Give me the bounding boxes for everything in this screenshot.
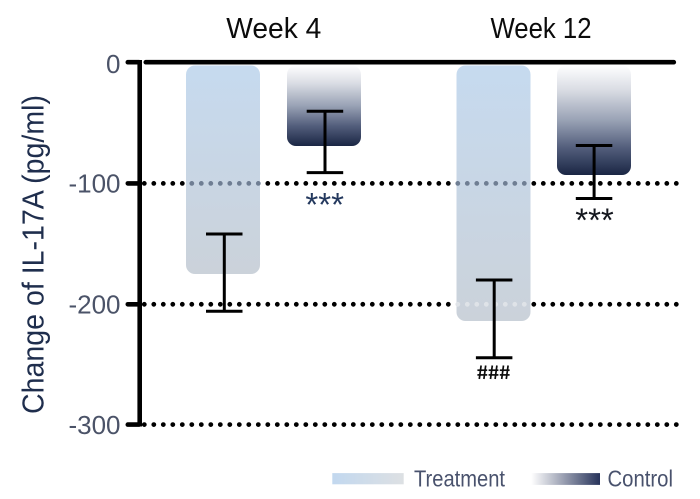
svg-text:***: ***	[305, 186, 344, 223]
svg-text:Change of IL-17A (pg/ml): Change of IL-17A (pg/ml)	[16, 95, 51, 414]
svg-text:-100: -100	[68, 169, 120, 199]
svg-text:0: 0	[106, 49, 120, 79]
svg-text:Week 12: Week 12	[491, 13, 592, 45]
svg-text:-300: -300	[68, 410, 120, 440]
svg-text:-200: -200	[68, 290, 120, 320]
svg-text:Week 4: Week 4	[226, 13, 321, 45]
svg-text:Treatment: Treatment	[414, 466, 506, 492]
svg-text:***: ***	[575, 201, 614, 238]
svg-text:Control: Control	[608, 466, 674, 492]
